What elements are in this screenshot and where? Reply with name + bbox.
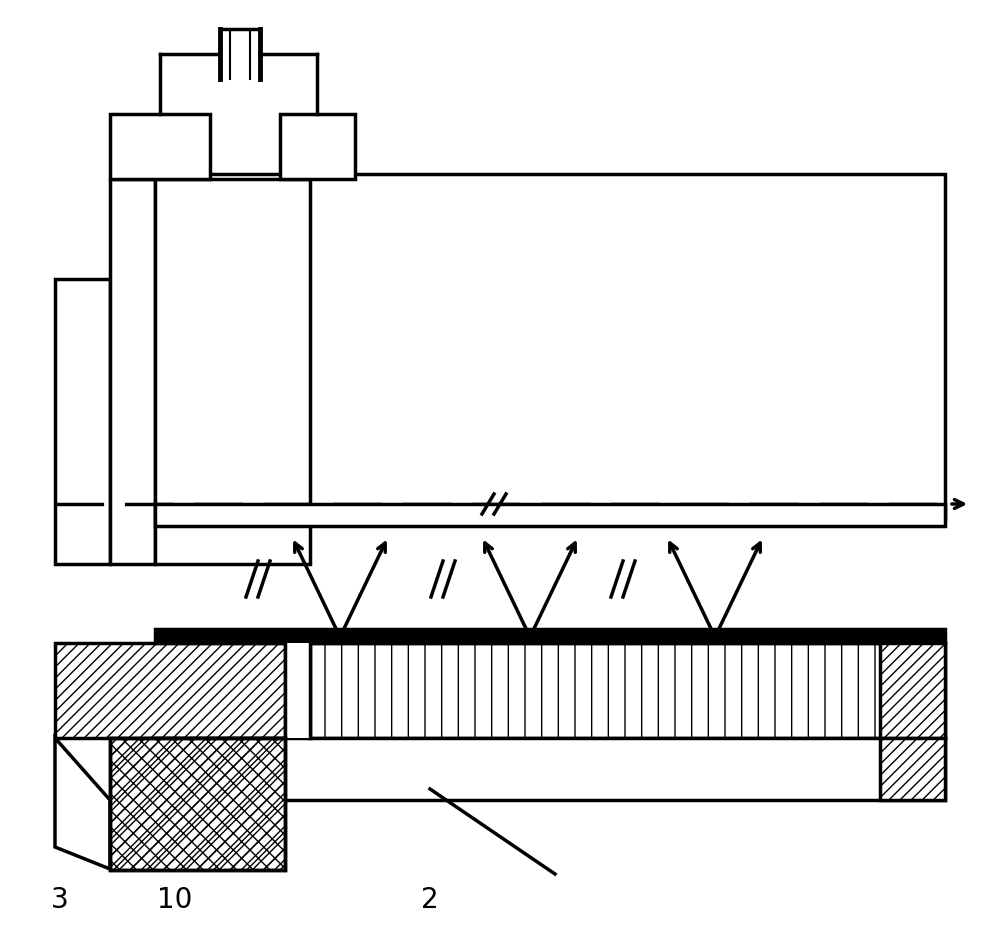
Bar <box>880 643 945 738</box>
Bar <box>155 738 945 801</box>
Bar <box>155 179 310 565</box>
Bar <box>55 643 285 738</box>
Bar <box>310 643 945 738</box>
Polygon shape <box>55 738 110 869</box>
Bar <box>155 175 945 519</box>
Bar <box>280 115 355 179</box>
Bar <box>155 504 945 527</box>
Bar <box>110 738 285 870</box>
Text: 2: 2 <box>421 885 439 913</box>
Bar <box>110 738 285 870</box>
Text: 10: 10 <box>157 885 192 913</box>
Bar <box>110 115 210 179</box>
Bar <box>155 630 945 643</box>
Text: 3: 3 <box>51 885 69 913</box>
Bar <box>880 738 945 801</box>
Bar <box>285 643 310 738</box>
Bar <box>110 179 155 565</box>
Bar <box>55 279 110 565</box>
